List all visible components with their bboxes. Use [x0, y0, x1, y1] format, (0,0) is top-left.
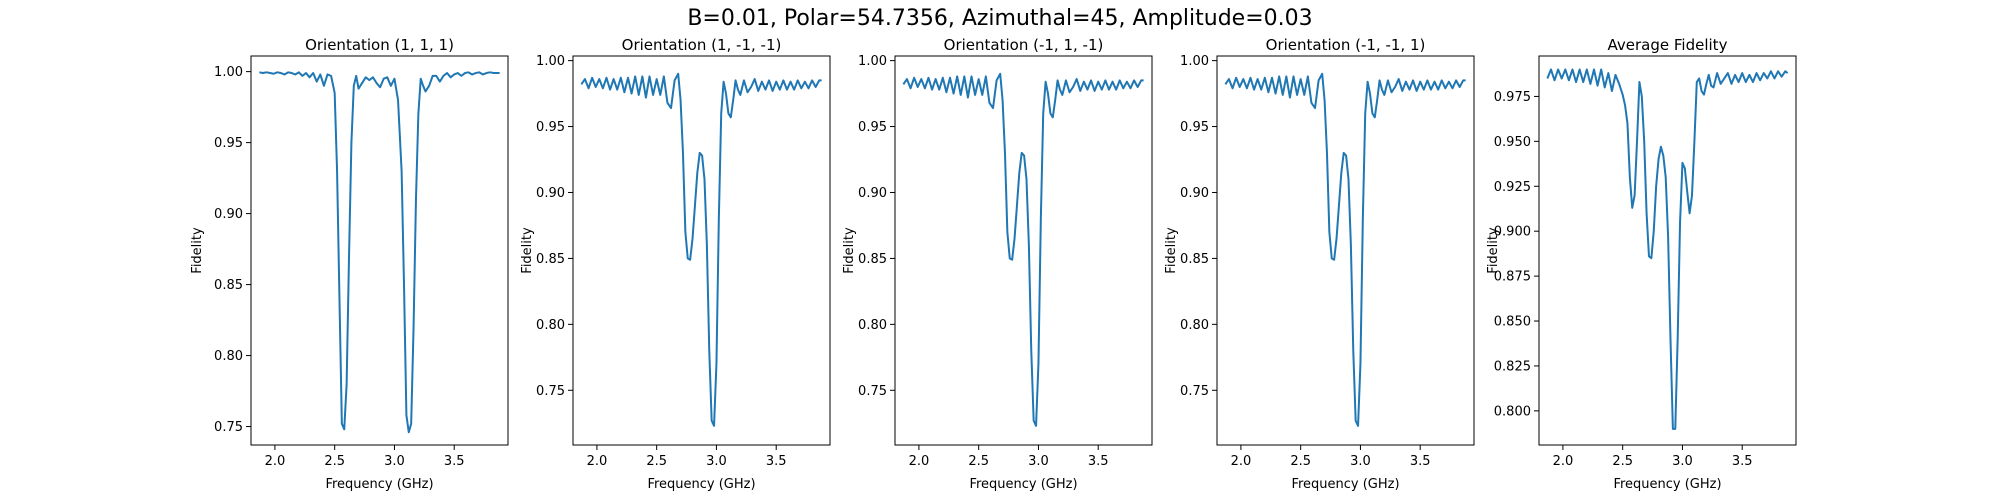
chart-3-series-line — [902, 72, 1144, 427]
chart-5-x-axis-label: Frequency (GHz) — [1613, 477, 1721, 492]
chart-2-title: Orientation (1, -1, -1) — [622, 36, 782, 54]
chart-2-y-tick-label: 0.85 — [536, 252, 565, 267]
chart-3-x-tick-label: 2.5 — [968, 454, 989, 469]
chart-1-y-tick-label: 0.75 — [214, 420, 243, 435]
chart-3-x-tick-label: 3.0 — [1028, 454, 1049, 469]
chart-4-y-axis-label: Fidelity — [1164, 227, 1179, 274]
chart-5-y-tick-label: 0.950 — [1494, 135, 1531, 150]
chart-2-x-axis-label: Frequency (GHz) — [647, 477, 755, 492]
chart-1-x-tick-label: 2.5 — [324, 454, 345, 469]
chart-1-y-axis-label: Fidelity — [190, 227, 205, 274]
chart-2-x-tick-label: 2.5 — [646, 454, 667, 469]
chart-1-axes-frame — [250, 55, 509, 446]
chart-1-y-tick-label: 1.00 — [214, 65, 243, 80]
chart-2-y-tick-label: 0.90 — [536, 186, 565, 201]
chart-1-x-tick-label: 3.5 — [444, 454, 465, 469]
chart-4-y-tick-label: 0.80 — [1180, 318, 1209, 333]
chart-2-y-axis-label: Fidelity — [520, 227, 535, 274]
chart-5-y-tick-label: 0.800 — [1494, 404, 1531, 419]
chart-1-title: Orientation (1, 1, 1) — [305, 36, 454, 54]
chart-3-x-tick-label: 3.5 — [1088, 454, 1109, 469]
chart-3-y-tick-label: 0.80 — [858, 318, 887, 333]
chart-2-y-tick-label: 0.80 — [536, 318, 565, 333]
chart-4-y-tick-label: 0.90 — [1180, 186, 1209, 201]
chart-1-x-tick-label: 2.0 — [265, 454, 286, 469]
chart-3-x-tick-label: 2.0 — [909, 454, 930, 469]
chart-5-series-line — [1546, 68, 1789, 430]
chart-5-y-tick-label: 0.925 — [1494, 180, 1531, 195]
chart-4-series-line — [1224, 72, 1466, 427]
chart-1-y-tick-label: 0.90 — [214, 207, 243, 222]
chart-2-x-tick-label: 2.0 — [587, 454, 608, 469]
chart-1-y-tick-label: 0.85 — [214, 278, 243, 293]
chart-2-y-tick-label: 0.75 — [536, 384, 565, 399]
chart-1-y-tick-label: 0.80 — [214, 349, 243, 364]
chart-5-axes-frame — [1538, 55, 1797, 446]
chart-3-y-tick-label: 0.75 — [858, 384, 887, 399]
chart-5-x-tick-label: 3.0 — [1672, 454, 1693, 469]
chart-4-y-tick-label: 0.75 — [1180, 384, 1209, 399]
chart-1-y-tick-label: 0.95 — [214, 136, 243, 151]
chart-3-y-axis-label: Fidelity — [842, 227, 857, 274]
chart-5-y-tick-label: 0.875 — [1494, 270, 1531, 285]
chart-4-x-axis-label: Frequency (GHz) — [1291, 477, 1399, 492]
chart-4-y-tick-label: 0.85 — [1180, 252, 1209, 267]
chart-4-y-tick-label: 1.00 — [1180, 54, 1209, 69]
chart-3-y-tick-label: 0.95 — [858, 120, 887, 135]
chart-5-y-tick-label: 0.825 — [1494, 359, 1531, 374]
chart-1-x-axis-label: Frequency (GHz) — [325, 477, 433, 492]
chart-4-y-tick-label: 0.95 — [1180, 120, 1209, 135]
chart-4-x-tick-label: 3.5 — [1410, 454, 1431, 469]
chart-1-x-tick-label: 3.0 — [384, 454, 405, 469]
chart-4-axes-frame — [1216, 55, 1475, 446]
chart-5-y-tick-label: 0.900 — [1494, 225, 1531, 240]
figure-suptitle: B=0.01, Polar=54.7356, Azimuthal=45, Amp… — [687, 6, 1313, 31]
chart-3-y-tick-label: 1.00 — [858, 54, 887, 69]
chart-3-axes-frame — [894, 55, 1153, 446]
chart-3-title: Orientation (-1, 1, -1) — [944, 36, 1104, 54]
chart-2-axes-frame — [572, 55, 831, 446]
chart-5-x-tick-label: 3.5 — [1732, 454, 1753, 469]
chart-5-x-tick-label: 2.0 — [1553, 454, 1574, 469]
chart-3-y-tick-label: 0.85 — [858, 252, 887, 267]
chart-5-y-tick-label: 0.850 — [1494, 315, 1531, 330]
chart-5-title: Average Fidelity — [1608, 36, 1728, 54]
chart-4-x-tick-label: 2.5 — [1290, 454, 1311, 469]
chart-2-y-tick-label: 1.00 — [536, 54, 565, 69]
chart-3-x-axis-label: Frequency (GHz) — [969, 477, 1077, 492]
chart-2-y-tick-label: 0.95 — [536, 120, 565, 135]
chart-2-x-tick-label: 3.0 — [706, 454, 727, 469]
chart-5-x-tick-label: 2.5 — [1612, 454, 1633, 469]
chart-4-title: Orientation (-1, -1, 1) — [1266, 36, 1426, 54]
chart-1-series-line — [259, 71, 500, 434]
chart-4-x-tick-label: 3.0 — [1350, 454, 1371, 469]
chart-5-y-axis-label: Fidelity — [1486, 227, 1501, 274]
chart-3-y-tick-label: 0.90 — [858, 186, 887, 201]
chart-2-x-tick-label: 3.5 — [766, 454, 787, 469]
chart-4-x-tick-label: 2.0 — [1231, 454, 1252, 469]
chart-5-y-tick-label: 0.975 — [1494, 90, 1531, 105]
chart-2-series-line — [580, 72, 822, 427]
